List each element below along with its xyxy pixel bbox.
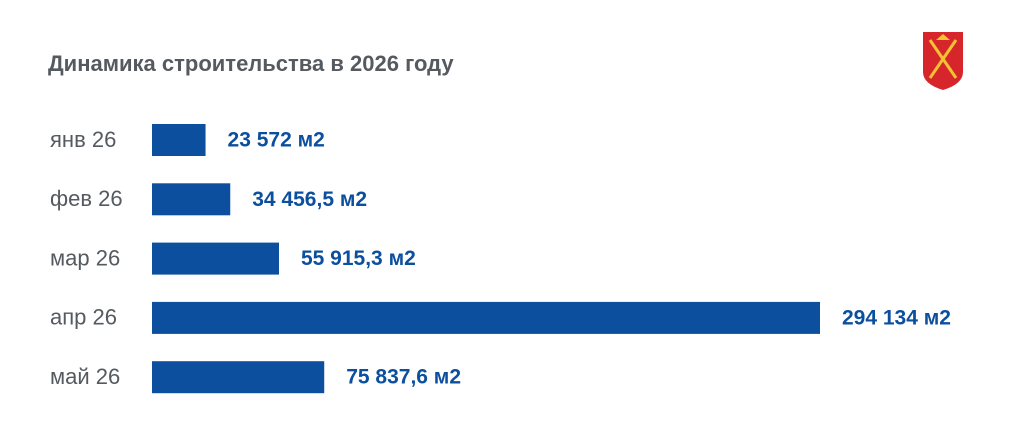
bar [152,183,231,216]
value-label: 34 456,5 м2 [252,188,367,211]
category-label: мар 26 [50,245,120,270]
category-label: апр 26 [50,305,117,330]
value-label: 294 134 м2 [842,306,951,329]
chart-title: Динамика строительства в 2026 году [48,51,454,76]
emblem [923,32,963,90]
category-label: май 26 [50,364,120,389]
category-label: янв 26 [50,127,116,152]
value-label: 75 837,6 м2 [346,366,461,389]
bar [152,124,206,156]
bar [152,242,279,275]
category-label: фев 26 [50,186,123,211]
bar [152,361,325,394]
value-label: 55 915,3 м2 [301,247,416,270]
bar [152,301,820,334]
value-label: 23 572 м2 [228,129,325,152]
